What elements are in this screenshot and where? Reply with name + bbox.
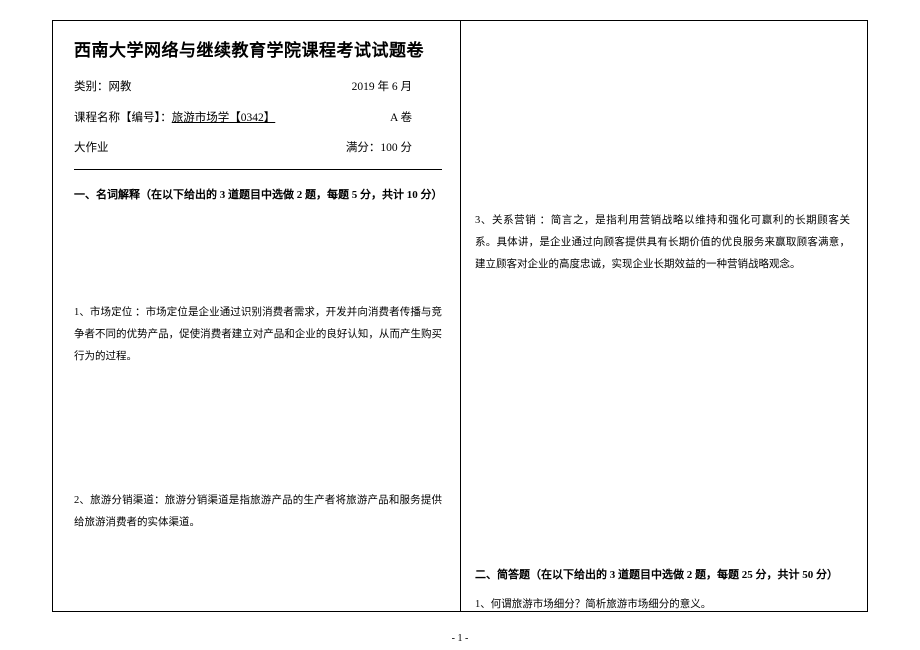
- score-value: 100 分: [380, 142, 412, 154]
- page-number: - 1 -: [0, 633, 920, 644]
- left-column: 西南大学网络与继续教育学院课程考试试题卷 类别：网教 2019 年 6 月 课程…: [52, 20, 460, 612]
- header-divider: [74, 169, 442, 170]
- section1-q1: 1、市场定位 ：市场定位是企业通过识别消费者需求，开发并向消费者传播与竞争者不同…: [74, 302, 442, 368]
- meta-row-category: 类别：网教 2019 年 6 月: [74, 77, 442, 98]
- section2-heading: 二、简答题（在以下给出的 3 道题目中选做 2 题，每题 25 分，共计 50 …: [475, 564, 850, 586]
- paper-version: A 卷: [390, 108, 442, 129]
- category-label: 类别：: [74, 81, 109, 93]
- exam-title: 西南大学网络与继续教育学院课程考试试题卷: [74, 36, 442, 61]
- work-type: 大作业: [74, 138, 109, 159]
- section1-q2: 2、旅游分销渠道：旅游分销渠道是指旅游产品的生产者将旅游产品和服务提供给旅游消费…: [74, 490, 442, 534]
- meta-row-work: 大作业 满分：100 分: [74, 138, 442, 159]
- exam-date: 2019 年 6 月: [352, 77, 442, 98]
- section1-q3: 3、关系营销 ：简言之，是指利用营销战略以维持和强化可赢利的长期顾客关系。具体讲…: [475, 210, 850, 276]
- score: 满分：100 分: [346, 138, 442, 159]
- category: 类别：网教: [74, 77, 132, 98]
- right-column: 3、关系营销 ：简言之，是指利用营销战略以维持和强化可赢利的长期顾客关系。具体讲…: [461, 20, 868, 612]
- score-label: 满分：: [346, 142, 381, 154]
- section1-heading: 一、名词解释（在以下给出的 3 道题目中选做 2 题，每题 5 分，共计 10 …: [74, 184, 442, 206]
- course-value: 旅游市场学【0342】: [172, 112, 276, 124]
- course-label: 课程名称【编号】：: [74, 112, 172, 124]
- course: 课程名称【编号】：旅游市场学【0342】: [74, 108, 275, 129]
- section2-q1: 1、何谓旅游市场细分？简析旅游市场细分的意义。: [475, 594, 850, 616]
- meta-row-course: 课程名称【编号】：旅游市场学【0342】 A 卷: [74, 108, 442, 129]
- category-value: 网教: [109, 81, 132, 93]
